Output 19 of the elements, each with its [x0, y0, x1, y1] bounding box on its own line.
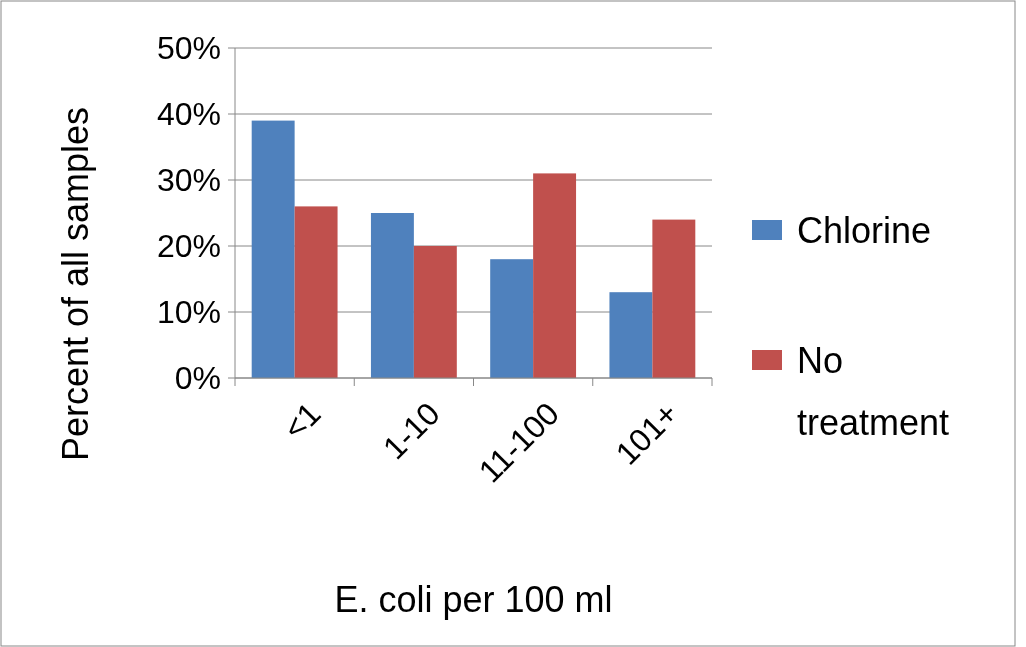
y-tick-label: 0% — [174, 360, 221, 397]
legend-label: No treatment — [797, 339, 950, 443]
bar — [652, 219, 696, 378]
bar — [370, 213, 414, 378]
legend-label: Chlorine — [797, 209, 932, 251]
bar — [533, 173, 577, 378]
bar — [251, 120, 295, 378]
bar — [609, 292, 653, 378]
y-tick-label: 40% — [156, 96, 221, 133]
y-axis-title: Percent of all samples — [55, 106, 96, 462]
bar — [413, 246, 457, 378]
y-tick-label: 20% — [156, 228, 221, 265]
y-tick-label: 30% — [156, 162, 221, 199]
bar — [294, 206, 338, 378]
y-tick-label: 10% — [156, 294, 221, 331]
bar — [490, 259, 534, 378]
y-tick-label: 50% — [156, 30, 221, 67]
x-tick-label: <1 — [276, 395, 328, 447]
x-axis-title: E. coli per 100 ml — [334, 579, 613, 620]
